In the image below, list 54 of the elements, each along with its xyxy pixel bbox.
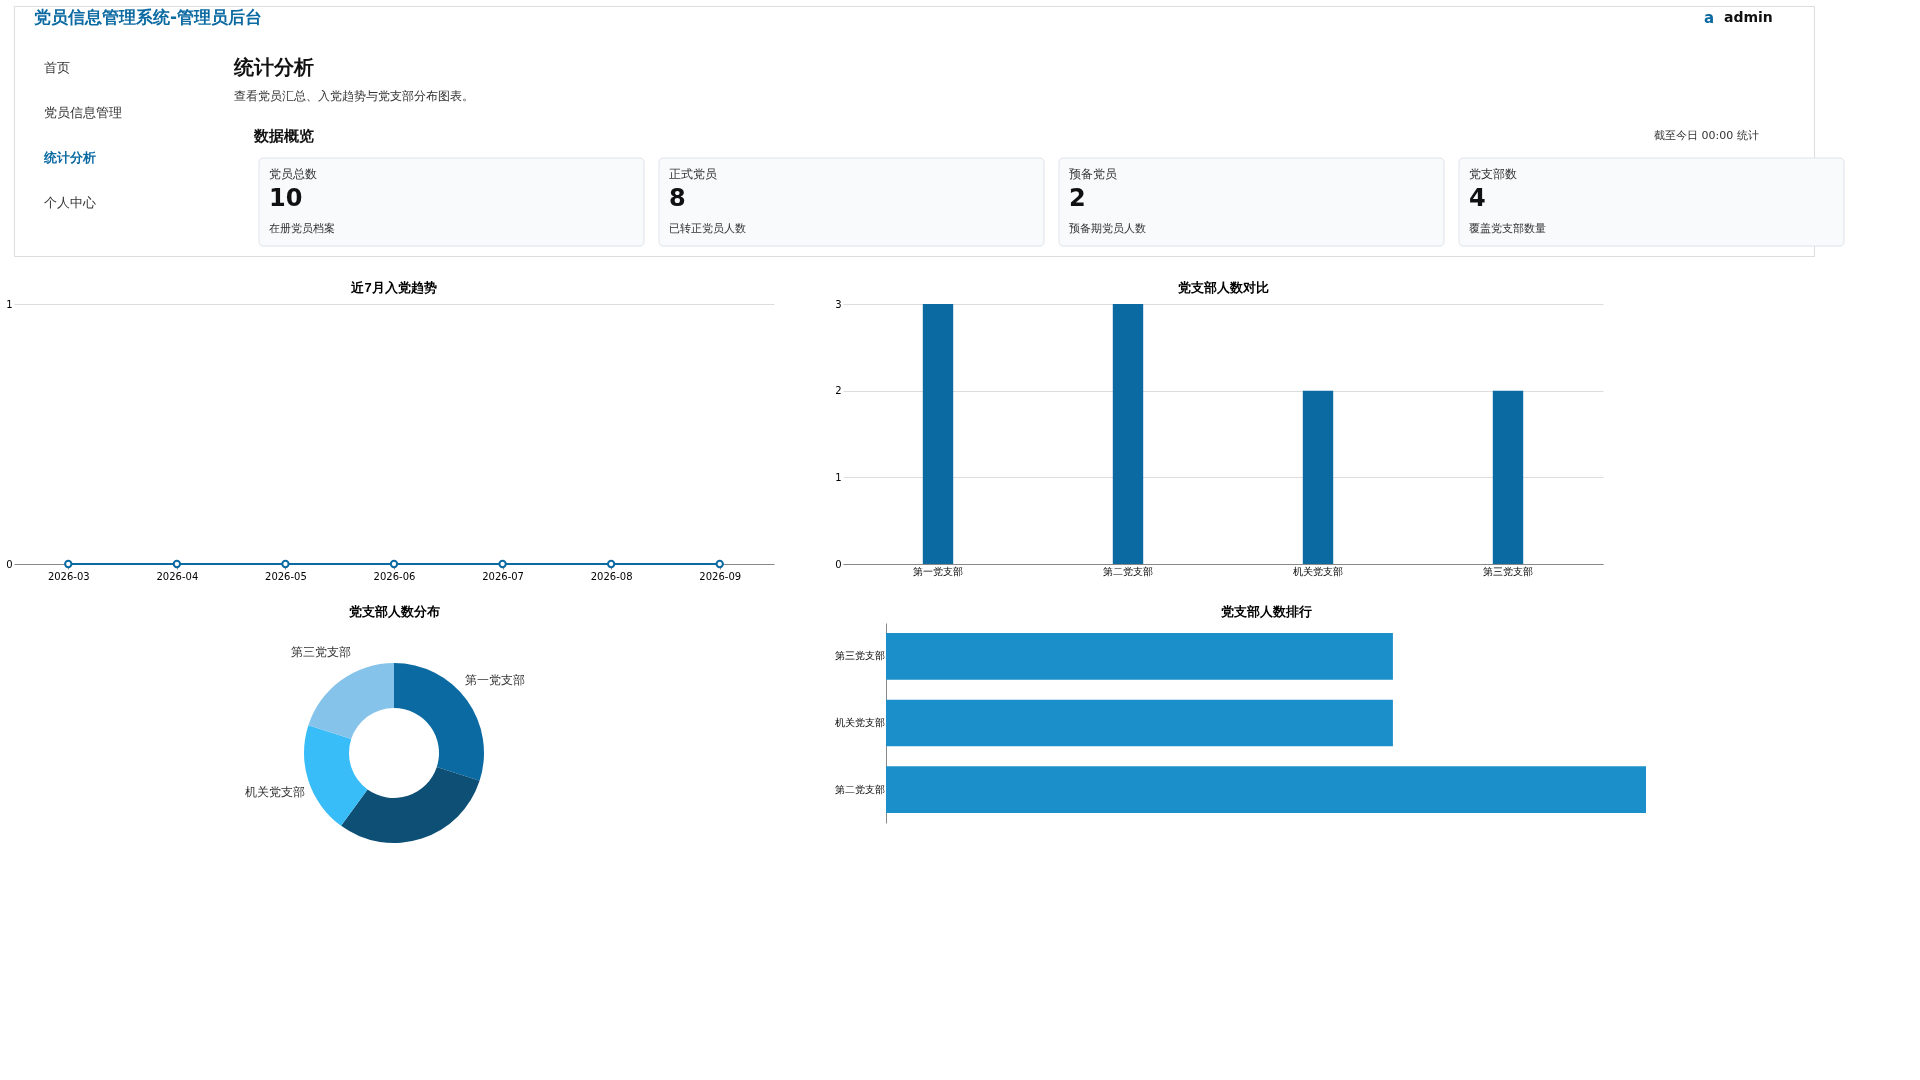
text: 8 bbox=[669, 184, 686, 212]
x-tick-label: 2026-07 bbox=[482, 570, 524, 582]
text: 个人中心 bbox=[44, 195, 96, 210]
x-tick-label: 2026-09 bbox=[699, 570, 742, 582]
x-tick-label: 第一党支部 bbox=[913, 565, 963, 577]
y-tick-label: 1 bbox=[6, 298, 13, 310]
y-tick-label: 3 bbox=[835, 298, 842, 310]
text: 截至今日 00:00 统计 bbox=[1654, 129, 1759, 142]
text: 党支部数 bbox=[1469, 167, 1517, 181]
slice-label: 第三党支部 bbox=[290, 644, 351, 659]
chart-title: 近7月入党趋势 bbox=[350, 280, 437, 295]
x-tick-label: 2026-03 bbox=[47, 570, 90, 582]
chart-title: 党支部人数排行 bbox=[1219, 604, 1312, 619]
text: 统计分析 bbox=[43, 150, 96, 165]
x-tick-label: 第三党支部 bbox=[1483, 565, 1533, 577]
text: 查看党员汇总、入党趋势与党支部分布图表。 bbox=[234, 89, 474, 103]
x-tick-label: 机关党支部 bbox=[1293, 565, 1343, 577]
x-tick-label: 2026-05 bbox=[265, 570, 307, 582]
y-tick-label: 第三党支部 bbox=[834, 650, 885, 662]
donut-slice bbox=[304, 725, 368, 826]
y-tick-label: 0 bbox=[835, 558, 842, 570]
slice-label: 第一党支部 bbox=[465, 672, 526, 687]
text: 预备期党员人数 bbox=[1069, 222, 1146, 235]
x-tick-label: 2026-06 bbox=[373, 570, 416, 582]
x-tick-label: 2026-08 bbox=[590, 570, 633, 582]
y-tick-label: 2 bbox=[835, 385, 842, 397]
text: 已转正党员人数 bbox=[669, 222, 746, 235]
chart-title: 党支部人数分布 bbox=[347, 604, 440, 619]
text: 在册党员档案 bbox=[269, 222, 335, 235]
text: 党员信息管理系统-管理员后台 bbox=[33, 7, 263, 27]
x-tick-label: 第二党支部 bbox=[1103, 565, 1153, 577]
y-tick-label: 机关党支部 bbox=[834, 717, 885, 728]
chart-title: 党支部人数对比 bbox=[1176, 280, 1269, 295]
donut-slice bbox=[394, 663, 484, 781]
y-tick-label: 第二党支部 bbox=[834, 783, 885, 795]
text: a bbox=[1704, 9, 1715, 27]
text: 覆盖党支部数量 bbox=[1469, 222, 1546, 235]
y-tick-label: 1 bbox=[835, 471, 842, 483]
donut-slice bbox=[341, 766, 480, 843]
text: 4 bbox=[1469, 184, 1486, 212]
x-tick-label: 2026-04 bbox=[156, 570, 199, 582]
text: 首页 bbox=[44, 60, 70, 75]
text: 2 bbox=[1069, 184, 1086, 212]
text: 党员信息管理 bbox=[44, 105, 122, 120]
donut-slice bbox=[308, 663, 394, 740]
text: 10 bbox=[269, 184, 303, 212]
text: admin bbox=[1724, 9, 1773, 25]
y-tick-label: 0 bbox=[6, 558, 13, 570]
text: 数据概览 bbox=[253, 127, 314, 145]
text: 正式党员 bbox=[669, 167, 717, 181]
text: 统计分析 bbox=[233, 55, 314, 79]
slice-label: 机关党支部 bbox=[245, 784, 306, 799]
text: 党员总数 bbox=[269, 167, 317, 181]
text: 预备党员 bbox=[1069, 167, 1117, 181]
